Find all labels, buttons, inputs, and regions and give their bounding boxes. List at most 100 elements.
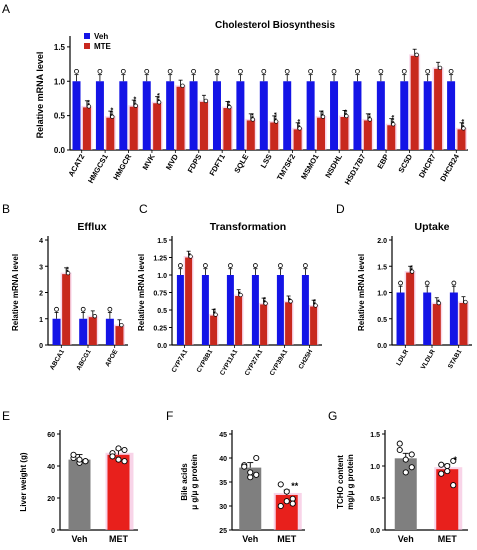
y-tick-label: 1.0 (370, 464, 380, 471)
y-tick-label: 0 (51, 528, 55, 535)
chart-transformation: Transformation Relative mRNA level 0.0 0.25… (137, 221, 322, 377)
bar-series-1 (95, 81, 104, 150)
y-tick-label: 1.0 (377, 291, 387, 298)
bar-series-1 (226, 275, 234, 345)
bar-series-2 (235, 296, 243, 345)
y-tick-label: 1.5 (157, 238, 167, 245)
data-point (202, 263, 208, 268)
x-tick-label: HMGCR (111, 152, 133, 182)
data-point (227, 104, 232, 110)
data-point (80, 306, 86, 312)
x-tick-label: ACAT2 (66, 153, 86, 179)
y-tick-label: 40 (47, 464, 55, 471)
y-tick-label: 0.75 (153, 291, 167, 298)
data-point (450, 457, 457, 464)
significance-marker: *** (110, 107, 117, 115)
y-tick-label: 4 (39, 238, 43, 245)
data-point (355, 68, 360, 74)
data-point (284, 68, 290, 74)
x-tick-label: SC5D (396, 152, 414, 174)
data-point (247, 469, 254, 476)
y-tick-label: 1.25 (153, 256, 167, 263)
bar (68, 459, 91, 530)
x-tick-label: Veh (398, 534, 414, 544)
data-point (444, 468, 451, 475)
panel-label-d: D (336, 202, 345, 216)
data-point (252, 263, 258, 268)
panel-label-f: F (166, 409, 173, 423)
data-point (302, 263, 308, 268)
bar-series-2 (153, 103, 162, 150)
data-point (444, 462, 451, 470)
data-point (409, 269, 415, 274)
y-axis-label-line: mg/μ g protein (346, 454, 355, 510)
bar-series-2 (434, 68, 443, 150)
x-tick-label: HSD17B7 (343, 153, 368, 187)
x-tick-label: MSMO1 (299, 153, 321, 181)
bar-series-2 (88, 317, 97, 345)
bar-series-1 (423, 292, 432, 345)
x-tick-label: MVK (141, 152, 157, 171)
bar-series-1 (79, 318, 88, 345)
y-tick-label: 0.5 (157, 308, 167, 315)
data-point (402, 469, 409, 476)
bar-series-1 (142, 81, 151, 150)
y-tick-label: 0.5 (54, 112, 66, 121)
y-tick-label: 60 (47, 432, 55, 439)
x-tick-label: CH25H (298, 348, 315, 370)
data-point (115, 445, 122, 452)
data-point (133, 103, 138, 108)
chart-uptake: Uptake Relative mRNA level 0.0 0.5 1.0 1.5 2.0… (357, 221, 472, 371)
y-tick-label: 45 (219, 432, 227, 439)
data-point (180, 83, 185, 88)
data-point (289, 500, 296, 507)
data-point (241, 463, 248, 470)
significance-marker: * (288, 297, 295, 300)
significance-marker: ** (410, 265, 417, 271)
y-tick-label: 3 (39, 264, 43, 271)
bar-series-1 (52, 318, 61, 345)
y-tick-label: 1.5 (370, 432, 380, 439)
y-axis-label-line: Bile acids (180, 463, 189, 501)
data-point (76, 456, 83, 463)
data-point (450, 482, 457, 489)
bar-series-2 (115, 326, 124, 345)
y-tick-label: 30 (219, 504, 227, 511)
y-tick-label: 0.0 (370, 528, 380, 535)
panel-label-b: B (2, 202, 10, 216)
data-point (119, 322, 124, 328)
significance-marker: ** (313, 299, 320, 305)
y-tick-label: 0.0 (377, 343, 387, 350)
x-tick-label: LDLR (395, 348, 410, 367)
bar-series-2 (223, 108, 232, 150)
chart-title: Transformation (210, 221, 286, 233)
data-point (396, 446, 403, 454)
significance-marker: * (437, 299, 444, 302)
legend-swatch (84, 33, 90, 39)
panel-label-e: E (2, 409, 10, 423)
y-tick-label: 2 (39, 291, 43, 298)
legend-label: MTE (94, 42, 112, 51)
data-point (320, 114, 326, 119)
data-point (237, 68, 243, 74)
significance-marker: ** (66, 266, 73, 272)
bar-series-1 (212, 81, 221, 150)
data-point (97, 68, 103, 74)
bar-series-1 (301, 275, 309, 345)
bar-series-1 (166, 81, 175, 150)
bar-series-2 (387, 125, 396, 150)
bar-series-1 (376, 81, 385, 150)
bar-series-2 (106, 117, 115, 150)
bar-series-1 (353, 81, 362, 150)
data-point (378, 68, 384, 74)
bar-series-1 (306, 81, 315, 150)
bar-series-1 (283, 81, 292, 150)
data-point (121, 458, 128, 465)
significance-marker: * (188, 253, 195, 256)
y-axis-label: Relative mRNA level (137, 254, 146, 331)
significance-marker: ** (263, 297, 270, 303)
x-tick-label: Veh (71, 534, 87, 544)
bar-series-2 (82, 107, 91, 150)
chart-title: Efflux (77, 221, 106, 233)
y-axis-label-line: TCHO content (336, 455, 345, 509)
